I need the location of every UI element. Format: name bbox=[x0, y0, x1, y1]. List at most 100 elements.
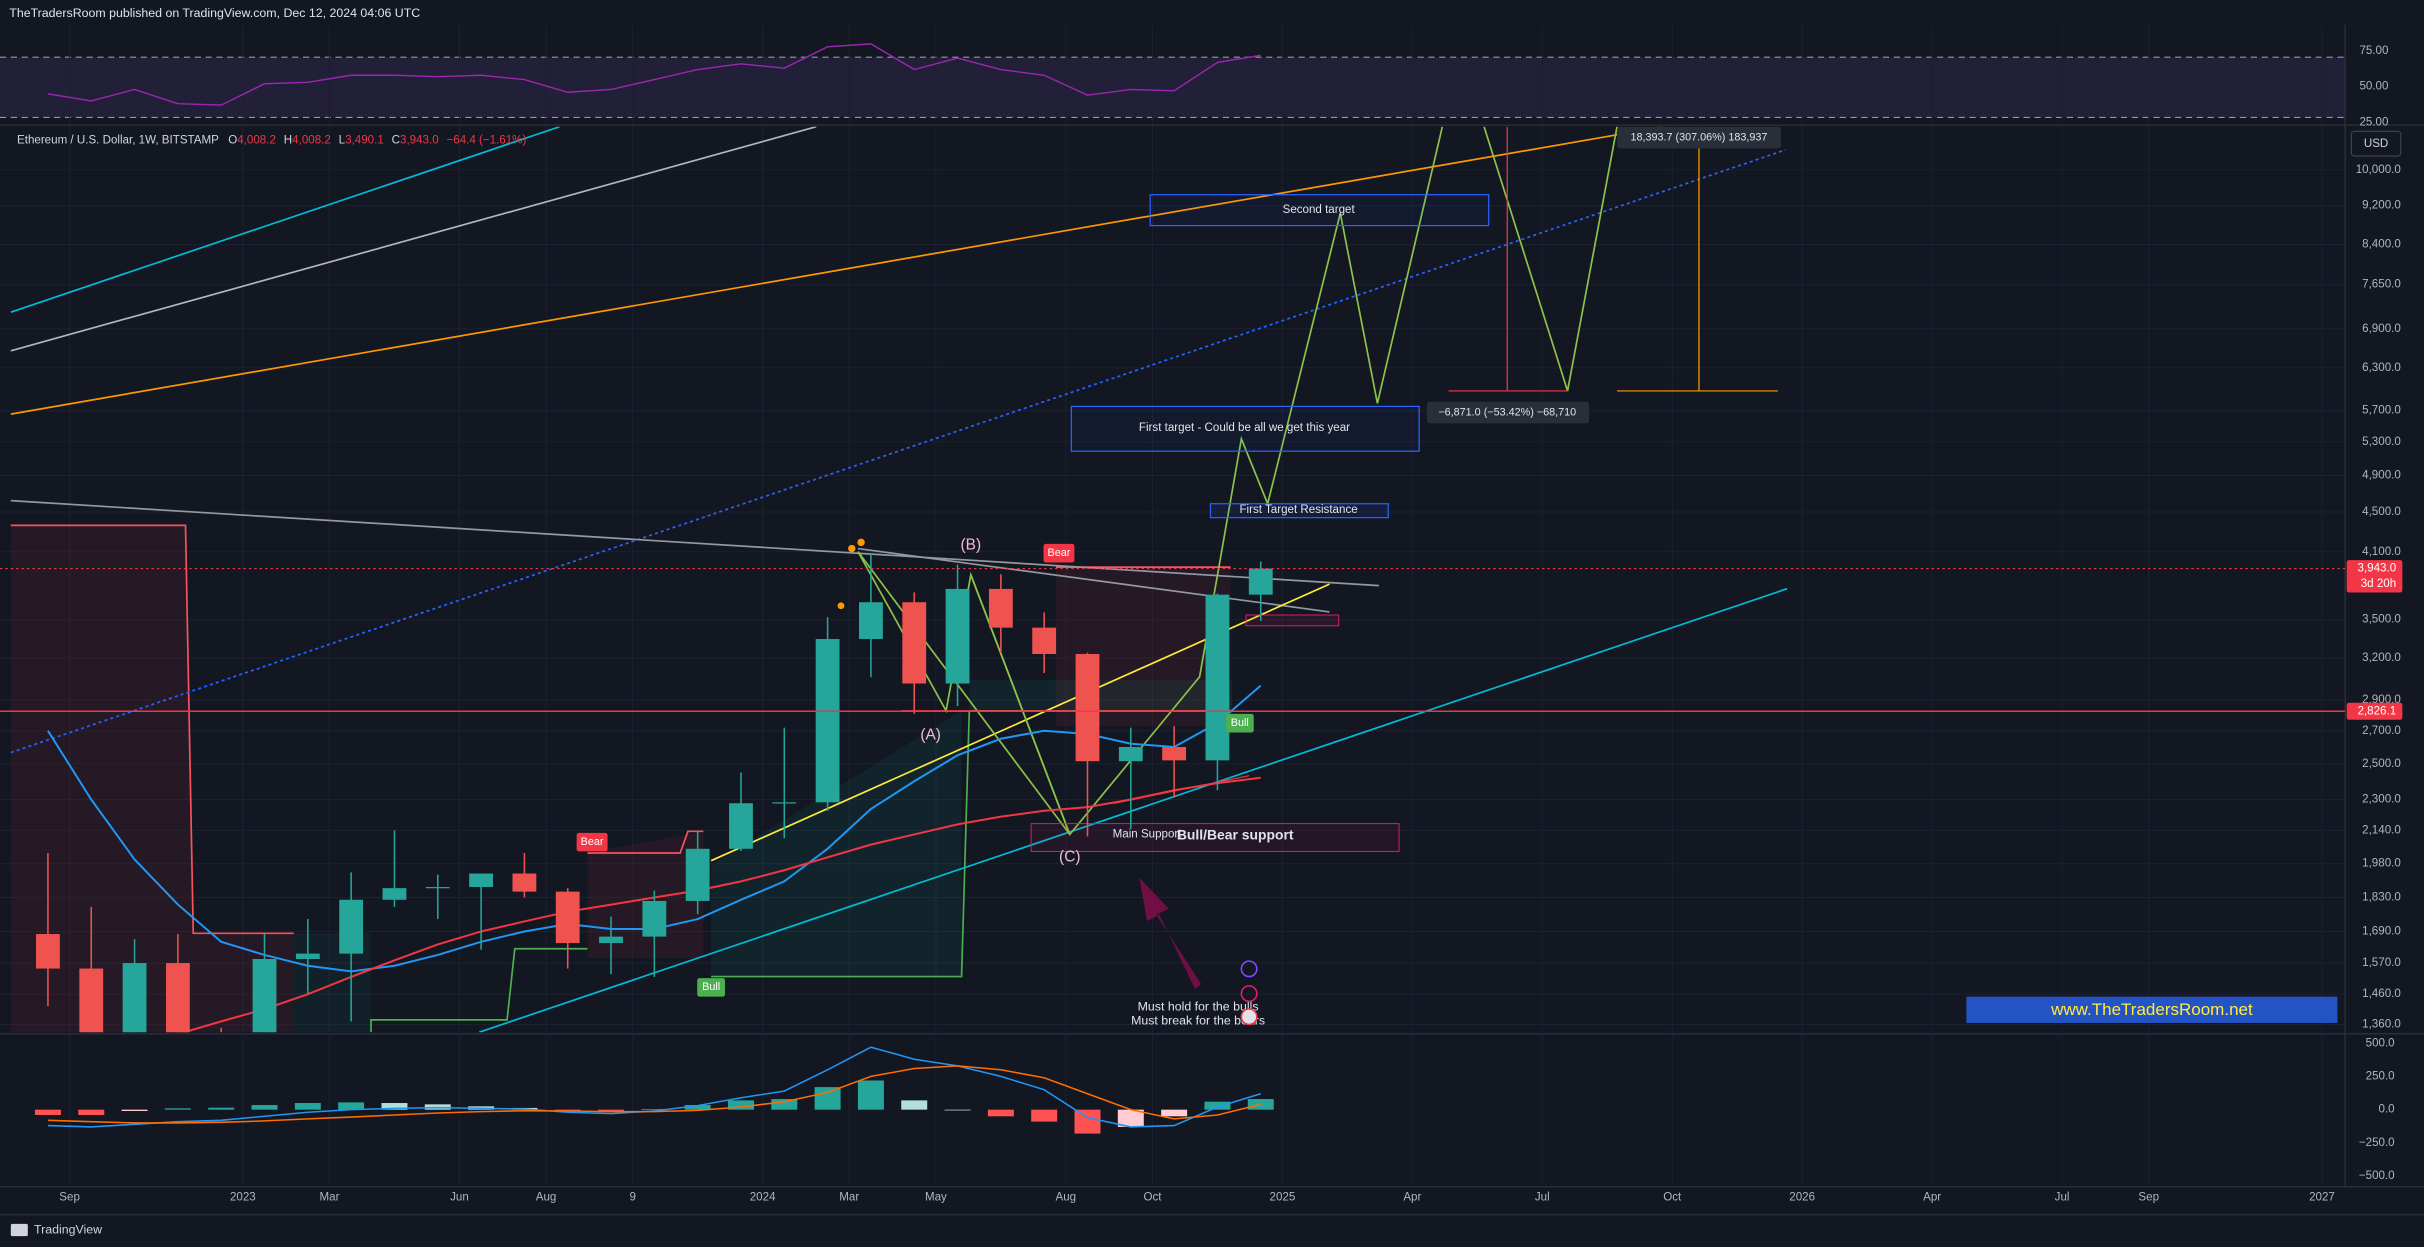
signal-dot bbox=[848, 544, 856, 553]
macd-histogram-bar bbox=[598, 1109, 625, 1112]
annotation: Main Support bbox=[1113, 828, 1183, 840]
ohlc-label: H bbox=[284, 135, 292, 147]
y-tick-label: 7,650.0 bbox=[2362, 279, 2401, 291]
signal-label: Bull bbox=[1231, 717, 1249, 729]
rsi-tick-label: 75.00 bbox=[2359, 45, 2388, 57]
x-tick-label: Sep bbox=[59, 1192, 80, 1204]
candle-body bbox=[859, 602, 883, 640]
projection-path bbox=[1483, 126, 1618, 392]
x-tick-label: 2026 bbox=[1789, 1192, 1815, 1204]
signal-dot bbox=[857, 538, 865, 547]
macd-tick-label: 0.0 bbox=[2379, 1104, 2395, 1116]
measure-label: −6,871.0 (−53.42%) −68,710 bbox=[1438, 406, 1576, 418]
event-icon[interactable] bbox=[1240, 985, 1258, 1003]
axis-layer: Sep 2023 Mar Jun Aug 9 2024 Mar May Aug Oct 2025 Apr… bbox=[59, 45, 2403, 1204]
price-label-box bbox=[2346, 702, 2403, 720]
candle-body bbox=[988, 588, 1013, 628]
macd-tick-label: −500.0 bbox=[2359, 1170, 2395, 1182]
x-tick-label: Apr bbox=[1403, 1192, 1421, 1204]
macd-histogram-bar bbox=[771, 1099, 798, 1110]
candle-body bbox=[599, 936, 623, 944]
y-tick-label: 10,000.0 bbox=[2356, 164, 2401, 176]
currency-button[interactable] bbox=[2350, 130, 2402, 157]
candle-body bbox=[815, 639, 840, 803]
candle-body bbox=[425, 887, 450, 889]
supertrend-zone bbox=[10, 525, 294, 1033]
signal-label: Bull bbox=[702, 981, 720, 993]
wave-label: (C) bbox=[1059, 849, 1080, 866]
currency[interactable]: USD bbox=[2364, 138, 2388, 150]
trendline bbox=[10, 126, 560, 313]
ohlc-value: 3,943.0 bbox=[400, 135, 439, 147]
y-tick-label: 4,500.0 bbox=[2362, 506, 2401, 518]
trendline bbox=[10, 499, 1380, 587]
supertrend-line bbox=[370, 947, 588, 1033]
symbol-title: Ethereum / U.S. Dollar, 1W, BITSTAMP bbox=[17, 135, 219, 147]
annotation: Second target bbox=[1283, 204, 1356, 216]
macd-tick-label: −250.0 bbox=[2359, 1137, 2395, 1149]
x-tick-label: 2027 bbox=[2309, 1192, 2335, 1204]
candle-body bbox=[295, 953, 320, 959]
ohlc-value: 3,490.1 bbox=[345, 135, 384, 147]
resistance-box bbox=[1209, 503, 1389, 519]
x-tick-label: Apr bbox=[1923, 1192, 1941, 1204]
wave-label: (B) bbox=[961, 537, 982, 554]
x-tick-label: Sep bbox=[2138, 1192, 2159, 1204]
signal-label: Bear bbox=[1048, 547, 1071, 559]
candle-body bbox=[945, 588, 970, 684]
grid-layer bbox=[0, 24, 2346, 1187]
y-tick-label: 3,200.0 bbox=[2362, 652, 2401, 664]
macd-histogram-bar bbox=[338, 1102, 365, 1110]
macd-plot bbox=[34, 1046, 1274, 1134]
signal-label: Bear bbox=[581, 836, 604, 848]
candle-body bbox=[1032, 627, 1057, 655]
rsi-line bbox=[47, 43, 1261, 106]
candle-body bbox=[1075, 654, 1100, 762]
price-label: 3,943.0 bbox=[2358, 563, 2397, 575]
price-label-box bbox=[2346, 560, 2403, 593]
y-tick-label: 4,100.0 bbox=[2362, 546, 2401, 558]
x-tick-label: Jun bbox=[450, 1192, 469, 1204]
macd-tick-label: 500.0 bbox=[2366, 1037, 2395, 1049]
legend: Ethereum / U.S. Dollar, 1W, BITSTAMP O4,… bbox=[17, 135, 526, 147]
y-tick-label: 2,300.0 bbox=[2362, 794, 2401, 806]
candle-body bbox=[772, 802, 797, 804]
macd-histogram-bar bbox=[944, 1109, 971, 1111]
macd-histogram-bar bbox=[78, 1109, 105, 1115]
note: Must break for the bears bbox=[1131, 1014, 1265, 1028]
annotation: First target - Could be all we get this … bbox=[1139, 422, 1350, 434]
measure-label: 18,393.7 (307.06%) 183,937 bbox=[1631, 131, 1768, 143]
macd-histogram-bar bbox=[814, 1087, 841, 1110]
website-banner bbox=[1966, 996, 2338, 1023]
y-tick-label: 1,360.0 bbox=[2362, 1019, 2401, 1031]
event-icon[interactable] bbox=[1240, 1008, 1258, 1026]
macd-histogram-bar bbox=[901, 1100, 928, 1110]
supertrend-line bbox=[10, 524, 294, 935]
candle-body bbox=[1118, 746, 1143, 762]
countdown-label: 3d 20h bbox=[2361, 578, 2396, 590]
macd-histogram-bar bbox=[1204, 1101, 1231, 1110]
y-tick-label: 2,900.0 bbox=[2362, 694, 2401, 706]
macd-histogram-bar bbox=[121, 1109, 148, 1111]
signal-badge bbox=[576, 832, 608, 852]
y-tick-label: 2,500.0 bbox=[2362, 758, 2401, 770]
macd-histogram-bar bbox=[208, 1107, 235, 1110]
event-icon[interactable] bbox=[1240, 960, 1258, 978]
support-box bbox=[1030, 823, 1400, 852]
y-tick-label: 1,690.0 bbox=[2362, 926, 2401, 938]
ohlc-label: L bbox=[339, 135, 346, 147]
x-tick-label: 2025 bbox=[1270, 1192, 1296, 1204]
change: −64.4 (−1.61%) bbox=[447, 135, 527, 147]
annotations: Second target First target - Could be al… bbox=[576, 126, 2338, 1028]
footer-brand: TradingView bbox=[34, 1222, 102, 1236]
ohlc-label: C bbox=[392, 135, 400, 147]
x-tick-label: Mar bbox=[839, 1192, 859, 1204]
arrow bbox=[1139, 877, 1202, 989]
annotation: First Target Resistance bbox=[1239, 504, 1357, 516]
website: www.TheTradersRoom.net bbox=[2050, 1000, 2253, 1019]
trendline bbox=[10, 126, 1664, 415]
macd-histogram-bar bbox=[251, 1105, 278, 1110]
x-tick-label: May bbox=[925, 1192, 947, 1204]
note: Must hold for the bulls bbox=[1138, 1000, 1259, 1014]
